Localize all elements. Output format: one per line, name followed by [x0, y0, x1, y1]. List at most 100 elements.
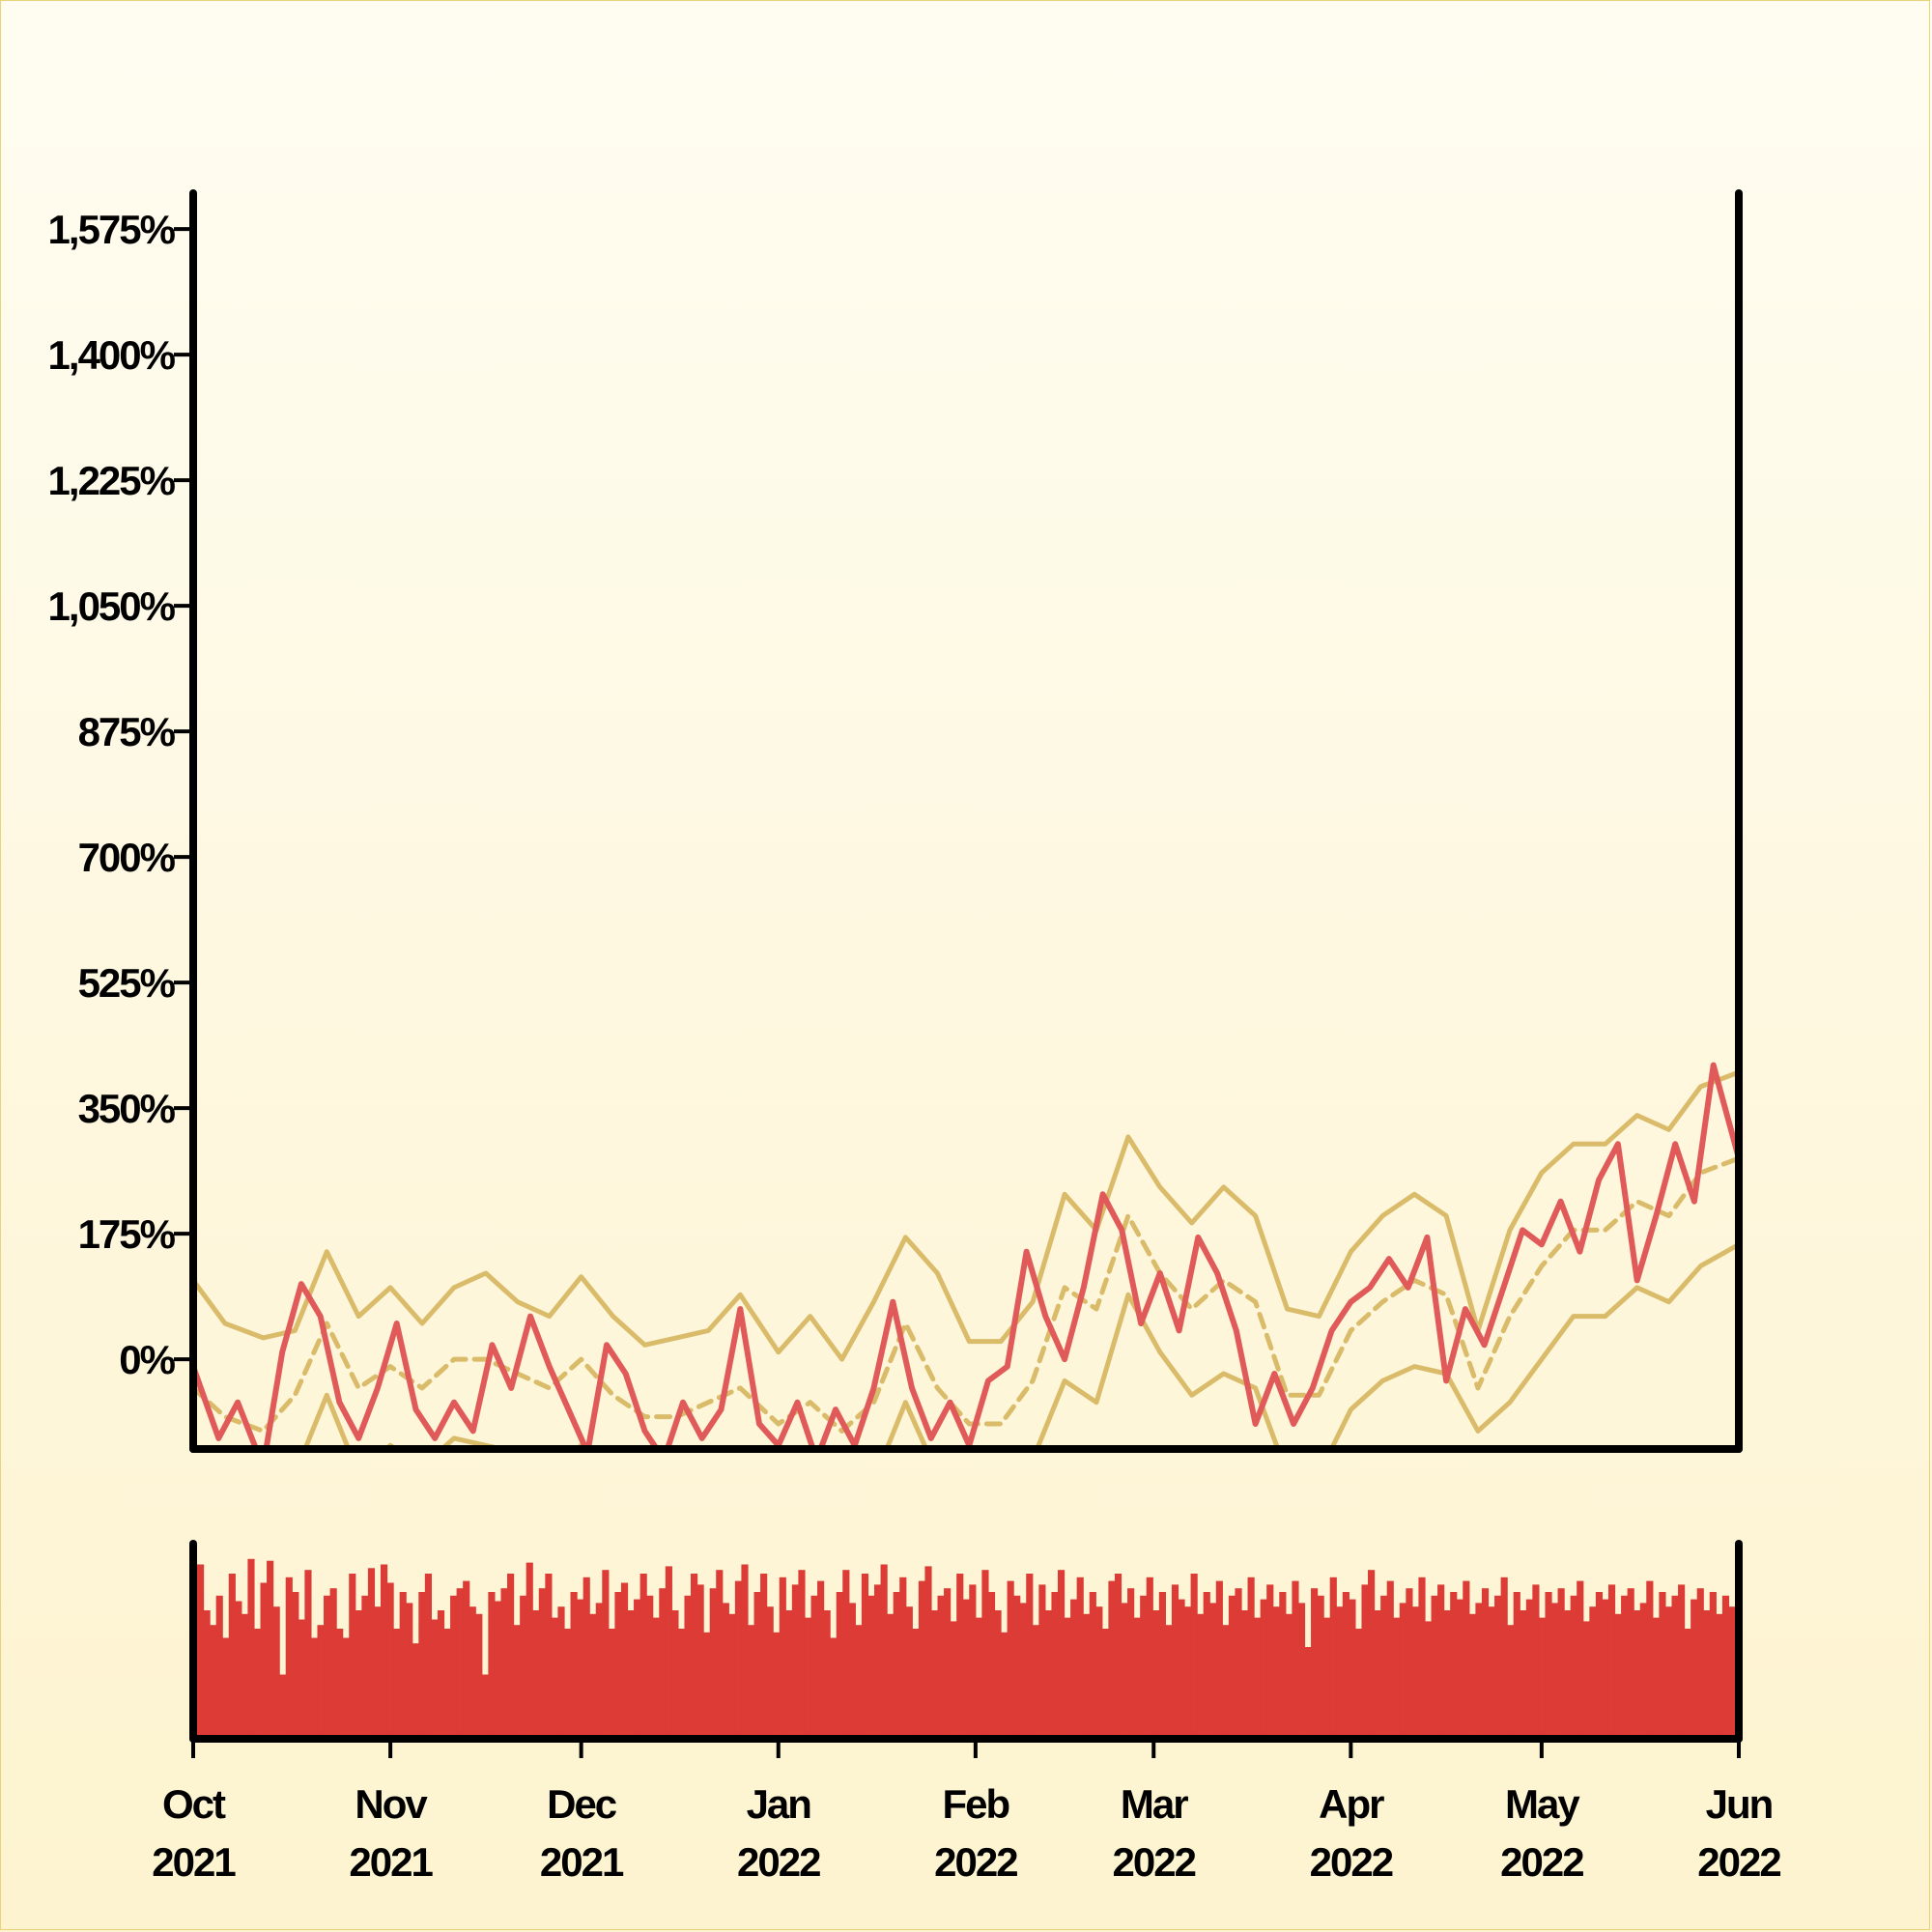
volume-bar: [1121, 1603, 1128, 1739]
volume-bar: [810, 1595, 818, 1739]
volume-bar: [1639, 1603, 1647, 1739]
volume-bar: [488, 1592, 496, 1739]
volume-bar: [912, 1629, 920, 1739]
volume-bar: [1431, 1595, 1438, 1739]
volume-bar: [1203, 1592, 1210, 1739]
y-tick-label: 875%: [78, 709, 176, 754]
volume-bar: [969, 1584, 977, 1739]
volume-bar: [557, 1606, 565, 1739]
volume-bar: [1411, 1606, 1420, 1739]
volume-bar: [443, 1629, 451, 1739]
x-tick-year-label: 2022: [1500, 1839, 1583, 1885]
volume-bar: [1513, 1592, 1520, 1739]
volume-bar: [1013, 1595, 1021, 1739]
volume-bar: [861, 1574, 869, 1739]
volume-bar: [285, 1577, 293, 1739]
x-tick-year-label: 2022: [737, 1839, 820, 1885]
volume-bar: [1101, 1629, 1110, 1739]
volume-bar: [1634, 1610, 1641, 1739]
volume-bar: [1437, 1584, 1445, 1739]
volume-bar: [197, 1564, 205, 1739]
volume-bar: [399, 1592, 407, 1739]
x-tick-year-label: 2021: [349, 1839, 433, 1885]
volume-bar: [1323, 1617, 1331, 1739]
volume-bar: [1260, 1599, 1267, 1739]
volume-bar: [924, 1566, 932, 1739]
y-tick-label: 350%: [78, 1086, 176, 1131]
volume-bar: [1171, 1584, 1179, 1739]
volume-bar: [1393, 1617, 1401, 1739]
volume-bar: [791, 1584, 799, 1739]
x-tick-month-label: Feb: [943, 1781, 1009, 1827]
volume-bar: [329, 1588, 337, 1739]
volume-bar: [1247, 1577, 1255, 1739]
volume-bar: [595, 1603, 603, 1739]
x-tick-month-label: Jan: [747, 1781, 811, 1827]
y-tick-label: 525%: [78, 960, 176, 1006]
volume-bar: [1329, 1577, 1337, 1739]
volume-bar: [513, 1625, 521, 1739]
volume-bar: [1678, 1584, 1686, 1739]
volume-bar: [855, 1625, 863, 1739]
volume-bar: [317, 1625, 325, 1739]
volume-bar: [1659, 1592, 1666, 1739]
volume-bar: [1222, 1625, 1230, 1739]
x-tick-year-label: 2021: [152, 1839, 236, 1885]
volume-bar: [304, 1570, 312, 1739]
volume-bar: [1494, 1595, 1502, 1739]
volume-bar: [1190, 1574, 1198, 1739]
volume-plot-area: [197, 1558, 1736, 1739]
volume-bar: [671, 1610, 679, 1739]
volume-bar: [1709, 1592, 1717, 1739]
volume-bar: [228, 1574, 236, 1739]
volume-bar: [1051, 1592, 1059, 1739]
volume-bar: [1589, 1606, 1597, 1739]
volume-bar: [1728, 1606, 1736, 1739]
volume-bar: [272, 1606, 280, 1739]
volume-bar: [728, 1613, 736, 1739]
volume-bar: [1703, 1610, 1711, 1739]
volume-bar: [298, 1619, 305, 1739]
volume-bar: [779, 1577, 786, 1739]
volume-bar: [342, 1637, 350, 1739]
volume-bar: [570, 1592, 578, 1739]
volume-bar: [424, 1574, 432, 1739]
volume-bar: [734, 1580, 743, 1739]
volume-bar: [1235, 1588, 1242, 1739]
volume-bar: [684, 1595, 692, 1739]
volume-bar: [1197, 1613, 1205, 1739]
volume-bar: [1627, 1588, 1634, 1739]
x-tick-month-label: Oct: [162, 1781, 226, 1827]
volume-bar: [1475, 1603, 1483, 1739]
volume-bar: [241, 1613, 249, 1739]
volume-bar: [1297, 1603, 1306, 1739]
volume-bar: [785, 1610, 793, 1739]
volume-bar: [753, 1592, 761, 1739]
volume-bar: [639, 1574, 647, 1739]
volume-bar: [1240, 1610, 1249, 1739]
band-middle-line: [193, 1155, 1739, 1434]
volume-bar: [1254, 1617, 1262, 1739]
volume-bar: [203, 1610, 211, 1739]
volume-bar: [747, 1625, 755, 1739]
volume-bar: [691, 1574, 698, 1739]
volume-bar: [481, 1674, 489, 1739]
volume-bar: [1228, 1595, 1236, 1739]
volume-bar: [1184, 1606, 1192, 1739]
volume-bar: [1368, 1570, 1376, 1739]
volume-bar: [1064, 1617, 1071, 1739]
volume-bar: [412, 1643, 419, 1739]
volume-bar: [526, 1562, 533, 1739]
volume-bar: [665, 1566, 672, 1739]
volume-bar: [1607, 1584, 1616, 1739]
volume-bar: [716, 1570, 724, 1739]
x-tick-year-label: 2022: [934, 1839, 1017, 1885]
volume-bar: [1001, 1632, 1009, 1739]
x-tick-month-label: Mar: [1121, 1781, 1188, 1827]
volume-bar: [1032, 1625, 1039, 1739]
volume-bar: [1127, 1588, 1135, 1739]
volume-bar: [1044, 1610, 1053, 1739]
volume-bar: [677, 1629, 686, 1739]
